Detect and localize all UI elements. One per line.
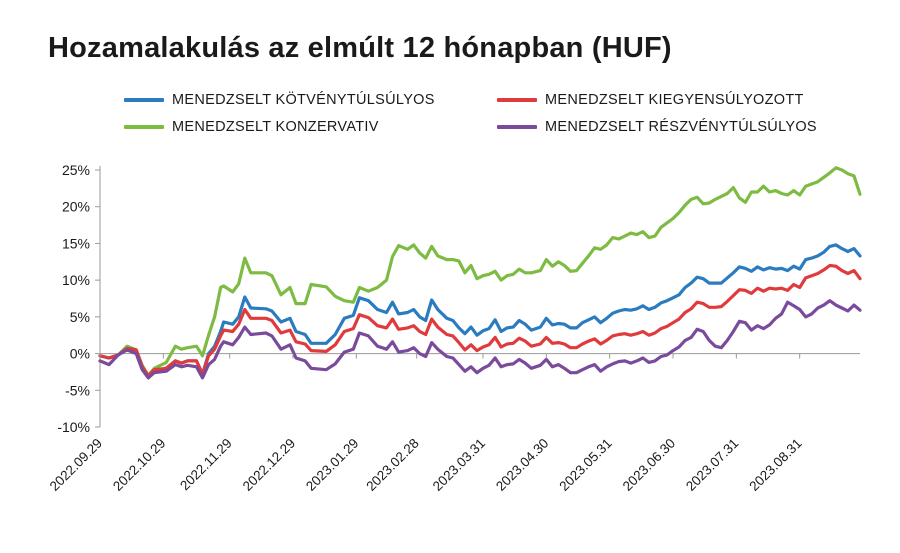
x-axis-ticks: 2022.09.29 2022.10.29 2022.11.29 2022.12.29…	[47, 353, 805, 494]
legend-swatch-kiegyensulyozott	[497, 98, 537, 102]
legend-item-konzervativ: MENEDZSELT KONZERVATIV	[124, 119, 379, 135]
x-tick-label: 2022.09.29	[47, 436, 105, 494]
y-tick-label: 0%	[70, 346, 90, 362]
legend-item-kotvenytulsulyos: MENEDZSELT KÖTVÉNYTÚLSÚLYOS	[124, 92, 435, 108]
series-line-1	[98, 263, 862, 378]
x-tick-label: 2023.04.30	[493, 436, 551, 494]
legend-label-konzervativ: MENEDZSELT KONZERVATIV	[172, 119, 379, 135]
legend-swatch-kotvenytulsulyos	[124, 98, 164, 102]
series-line-0	[98, 243, 862, 380]
x-tick-label: 2023.07.31	[683, 436, 741, 494]
y-tick-label: 15%	[62, 235, 90, 251]
chart-series	[98, 166, 862, 380]
chart-axes	[99, 166, 860, 427]
series-line-2	[98, 166, 862, 378]
y-tick-label: 5%	[70, 309, 90, 325]
y-tick-label: 10%	[62, 272, 90, 288]
y-tick-label: 20%	[62, 199, 90, 215]
legend-label-reszvenytulsulyos: MENEDZSELT RÉSZVÉNYTÚLSÚLYOS	[545, 119, 817, 135]
y-tick-label: -5%	[65, 382, 90, 398]
x-tick-label: 2023.06.30	[620, 436, 678, 494]
y-tick-label: 25%	[62, 162, 90, 178]
x-tick-label: 2023.03.31	[430, 436, 488, 494]
legend-label-kotvenytulsulyos: MENEDZSELT KÖTVÉNYTÚLSÚLYOS	[172, 92, 435, 108]
legend-swatch-konzervativ	[124, 125, 164, 129]
legend-swatch-reszvenytulsulyos	[497, 125, 537, 129]
legend-label-kiegyensulyozott: MENEDZSELT KIEGYENSÚLYOZOTT	[545, 92, 804, 108]
x-tick-label: 2022.11.29	[177, 436, 235, 494]
x-tick-label: 2022.12.29	[240, 436, 298, 494]
x-tick-label: 2023.08.31	[746, 436, 804, 494]
legend-item-reszvenytulsulyos: MENEDZSELT RÉSZVÉNYTÚLSÚLYOS	[497, 119, 817, 135]
series-line-3	[98, 299, 862, 380]
legend-item-kiegyensulyozott: MENEDZSELT KIEGYENSÚLYOZOTT	[497, 92, 804, 108]
y-tick-label: -10%	[57, 419, 90, 435]
x-tick-label: 2023.05.31	[556, 436, 614, 494]
x-tick-label: 2023.02.28	[363, 436, 421, 494]
x-tick-label: 2022.10.29	[110, 436, 168, 494]
y-axis-ticks: 25% 20% 15% 10% 5% 0% -5% -10%	[57, 162, 100, 435]
x-tick-label: 2023.01.29	[303, 436, 361, 494]
chart-title: Hozamalakulás az elmúlt 12 hónapban (HUF…	[48, 32, 672, 64]
